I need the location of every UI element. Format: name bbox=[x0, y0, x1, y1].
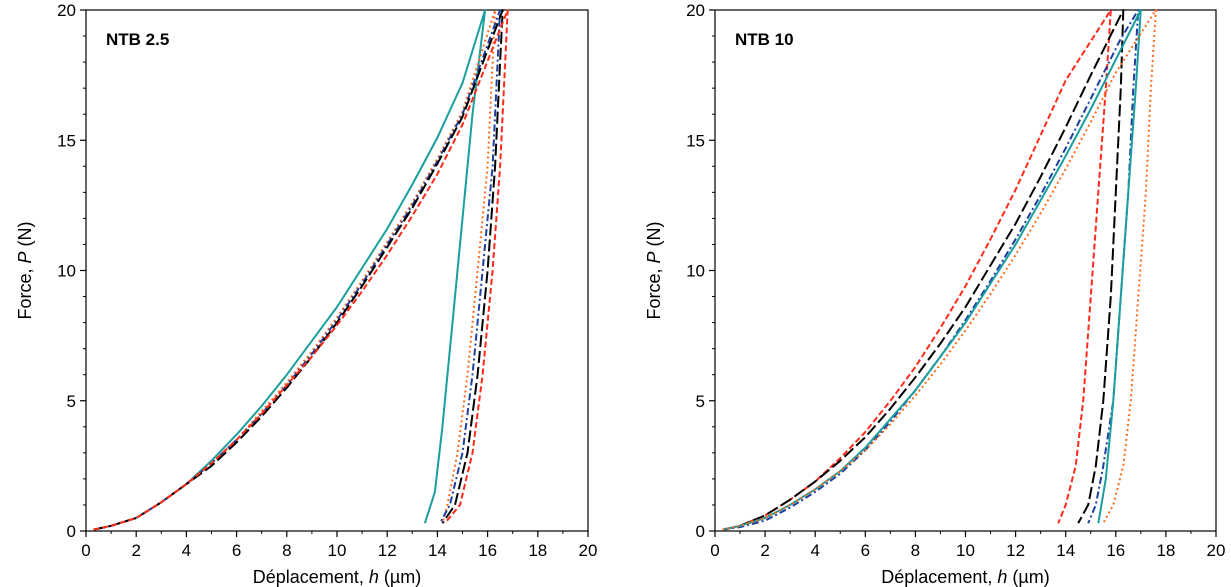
x-axis-title: Déplacement, h (µm) bbox=[881, 567, 1049, 587]
x-tick-label: 18 bbox=[1156, 541, 1175, 560]
x-tick-label: 10 bbox=[328, 541, 347, 560]
x-axis-title-prefix: Déplacement, bbox=[253, 567, 369, 587]
chart-panel-1: 0 5 10 15 20 0 2 4 6 8 10 12 14 16 18 20 Déplacement, h … bbox=[15, 1, 597, 587]
x-tick-label: 4 bbox=[182, 541, 191, 560]
x-tick-label: 12 bbox=[378, 541, 397, 560]
y-tick-label: 5 bbox=[67, 392, 76, 411]
y-axis-title-prefix: Force, bbox=[644, 264, 664, 320]
series-line-2 bbox=[722, 9, 1125, 531]
plot-frame bbox=[85, 9, 589, 532]
x-tick-label: 6 bbox=[232, 541, 241, 560]
series-line-3 bbox=[93, 9, 502, 531]
panel-title: NTB 10 bbox=[735, 30, 794, 49]
y-axis-title-unit: (N) bbox=[15, 221, 35, 251]
y-tick-label: 0 bbox=[696, 522, 705, 541]
y-tick-label: 0 bbox=[67, 522, 76, 541]
x-tick-label: 8 bbox=[911, 541, 920, 560]
series-line-5 bbox=[722, 9, 1157, 531]
series-line-2 bbox=[93, 9, 497, 531]
y-axis-title: Force, P (N) bbox=[644, 221, 664, 319]
y-axis-title: Force, P (N) bbox=[15, 221, 35, 319]
series-line-3 bbox=[722, 9, 1140, 531]
y-tick-label: 10 bbox=[57, 262, 76, 281]
x-tick-label: 2 bbox=[760, 541, 769, 560]
y-tick-label: 20 bbox=[57, 1, 76, 20]
x-axis-title-unit: (µm) bbox=[379, 567, 421, 587]
series-line-5 bbox=[93, 9, 509, 531]
x-tick-label: 6 bbox=[861, 541, 870, 560]
x-axis-title-var: h bbox=[369, 567, 379, 587]
y-axis-title-prefix: Force, bbox=[15, 264, 35, 320]
y-tick-label: 15 bbox=[686, 131, 705, 150]
x-tick-label: 12 bbox=[1006, 541, 1025, 560]
y-tick-label: 10 bbox=[686, 262, 705, 281]
y-axis-title-unit: (N) bbox=[644, 221, 664, 251]
x-tick-label: 0 bbox=[710, 541, 719, 560]
series-line-1 bbox=[93, 9, 487, 531]
x-tick-label: 14 bbox=[428, 541, 447, 560]
x-axis-title: Déplacement, h (µm) bbox=[253, 567, 421, 587]
y-tick-label: 20 bbox=[686, 1, 705, 20]
series-line-4 bbox=[722, 9, 1142, 531]
x-axis-title-var: h bbox=[997, 567, 1007, 587]
chart-panel-2: 0 5 10 15 20 0 2 4 6 8 10 12 14 16 18 20 Déplacement, h … bbox=[644, 1, 1225, 587]
y-axis-title-var: P bbox=[644, 251, 664, 263]
y-tick-label: 5 bbox=[696, 392, 705, 411]
series-line-4 bbox=[93, 9, 504, 531]
x-tick-label: 2 bbox=[131, 541, 140, 560]
x-tick-label: 10 bbox=[956, 541, 975, 560]
x-tick-label: 18 bbox=[528, 541, 547, 560]
y-axis-title-var: P bbox=[15, 251, 35, 263]
x-axis-title-prefix: Déplacement, bbox=[881, 567, 997, 587]
x-tick-label: 16 bbox=[478, 541, 497, 560]
x-tick-label: 8 bbox=[282, 541, 291, 560]
x-tick-label: 20 bbox=[1207, 541, 1226, 560]
x-tick-label: 0 bbox=[81, 541, 90, 560]
panel-title: NTB 2.5 bbox=[106, 30, 169, 49]
x-tick-label: 16 bbox=[1106, 541, 1125, 560]
x-tick-label: 14 bbox=[1056, 541, 1075, 560]
series-line-1 bbox=[722, 9, 1112, 531]
x-axis-title-unit: (µm) bbox=[1007, 567, 1049, 587]
x-tick-label: 20 bbox=[579, 541, 598, 560]
y-tick-label: 15 bbox=[57, 131, 76, 150]
x-tick-label: 4 bbox=[810, 541, 819, 560]
